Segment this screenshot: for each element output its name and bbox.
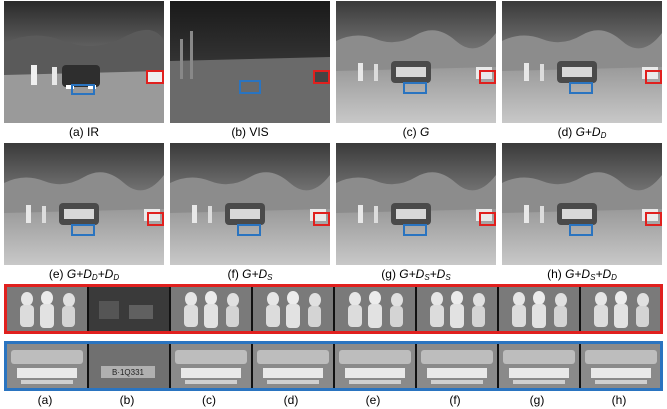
strip-label-h: (h) — [611, 393, 627, 407]
plate-crop-h — [581, 344, 660, 388]
zoom-crop-a — [7, 287, 87, 331]
plate-crop-c — [171, 344, 251, 388]
zoom-crop-h — [581, 287, 660, 331]
plate-crop-f — [417, 344, 497, 388]
panel-f — [170, 143, 330, 265]
strip-label-e: (e) — [365, 393, 381, 407]
caption-a: (a) IR — [69, 125, 99, 139]
caption-b: (b) VIS — [231, 125, 269, 139]
zoom-crop-f — [417, 287, 497, 331]
zoom-crop-g — [499, 287, 579, 331]
zoom-crop-b — [89, 287, 169, 331]
caption-e: (e) G+DD+DD — [48, 267, 120, 282]
strip-label-d: (d) — [283, 393, 299, 407]
panel-d-g-dd — [502, 1, 662, 123]
panel-h — [502, 143, 662, 265]
caption-h: (h) G+DS+DD — [547, 267, 617, 282]
plate-crop-b: B·1Q331 — [89, 344, 169, 388]
plate-number: B·1Q331 — [112, 368, 145, 377]
plate-crop-a — [7, 344, 87, 388]
zoom-crop-e — [335, 287, 415, 331]
strip-label-b: (b) — [119, 393, 135, 407]
zoom-strip-pedestrians — [4, 284, 663, 334]
caption-g: (g) G+DS+DS — [381, 267, 451, 282]
panel-g — [336, 143, 496, 265]
panel-b-vis — [170, 1, 330, 123]
zoom-crop-c — [171, 287, 251, 331]
panel-c-g — [336, 1, 496, 123]
panel-e — [4, 143, 164, 265]
caption-c: (c) G — [402, 125, 430, 139]
plate-crop-e — [335, 344, 415, 388]
plate-crop-g — [499, 344, 579, 388]
zoom-strip-plate: B·1Q331 — [4, 341, 663, 391]
strip-label-a: (a) — [37, 393, 53, 407]
strip-label-f: (f) — [449, 393, 461, 407]
strip-label-c: (c) — [202, 393, 216, 407]
zoom-crop-d — [253, 287, 333, 331]
strip-label-g: (g) — [529, 393, 545, 407]
caption-f: (f) G+DS — [227, 267, 273, 282]
caption-d: (d) G+DD — [557, 125, 607, 140]
plate-crop-d — [253, 344, 333, 388]
panel-a-ir — [4, 1, 164, 123]
